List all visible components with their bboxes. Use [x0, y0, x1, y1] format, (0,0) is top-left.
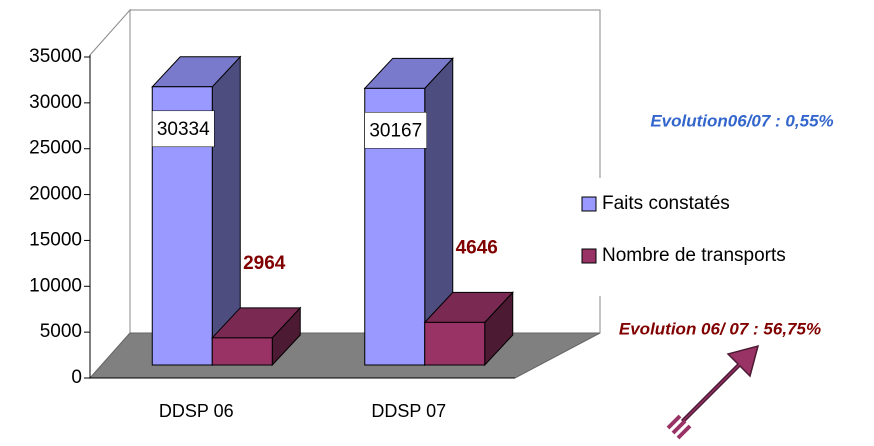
bar [151, 55, 242, 367]
data-label: 30167 [369, 120, 422, 141]
y-tick-label: 25000 [29, 138, 82, 159]
y-tick-label: 10000 [29, 275, 82, 296]
bar [211, 306, 302, 367]
data-label: 30334 [157, 119, 210, 140]
bar [423, 291, 514, 367]
legend-swatch [581, 196, 597, 212]
x-tick-label: DDSP 06 [159, 401, 234, 421]
y-tick-label: 30000 [29, 92, 82, 113]
bar-face [151, 86, 213, 366]
annotation: Evolution06/07 : 0,55% [650, 111, 833, 130]
bar-face [211, 337, 273, 366]
arrow-icon [666, 344, 760, 440]
y-tick-label: 5000 [40, 321, 82, 342]
legend-swatch [581, 248, 597, 264]
y-tick-label: 20000 [29, 184, 82, 205]
y-tick-label: 0 [71, 367, 82, 388]
x-tick-label: DDSP 07 [371, 401, 446, 421]
annotation: Evolution 06/ 07 : 56,75% [619, 319, 821, 338]
data-label: 4646 [456, 237, 498, 258]
legend-label: Nombre de transports [602, 245, 786, 266]
legend [576, 178, 870, 296]
y-tick-label: 35000 [29, 46, 82, 67]
y-tick-label: 15000 [29, 229, 82, 250]
data-label-box [152, 110, 215, 148]
legend-label: Faits constatés [602, 193, 730, 214]
bar-face [364, 87, 426, 366]
data-label-box [364, 112, 427, 149]
side-wall [89, 8, 131, 380]
data-label: 2964 [243, 253, 286, 274]
bar-face [424, 321, 486, 366]
bar [363, 57, 454, 367]
